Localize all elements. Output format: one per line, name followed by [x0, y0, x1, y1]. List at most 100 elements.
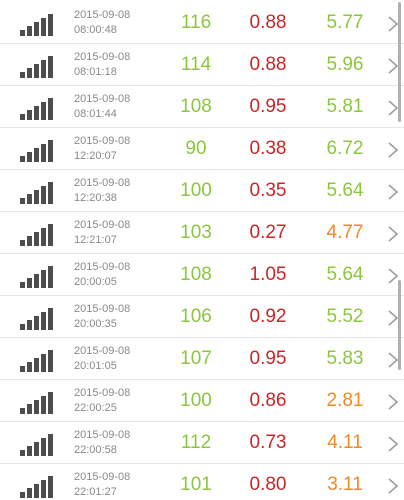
chevron-right-icon[interactable] [384, 98, 402, 118]
record-date: 2015-09-08 [74, 429, 131, 441]
signal-bar [34, 358, 39, 372]
signal-bar [27, 110, 32, 120]
value-secondary: 0.95 [249, 348, 287, 369]
value-secondary: 0.73 [249, 432, 287, 453]
value-tertiary: 5.52 [326, 306, 364, 327]
value-primary: 107 [180, 348, 212, 369]
signal-bars-icon [20, 98, 54, 120]
scrollbar-thumb[interactable] [398, 280, 401, 370]
record-time: 20:00:35 [74, 318, 117, 330]
signal-bar [34, 274, 39, 288]
signal-bar [20, 30, 25, 36]
record-time: 08:01:44 [74, 108, 117, 120]
value-tertiary: 2.81 [326, 390, 364, 411]
signal-bar [48, 434, 53, 456]
signal-bar [27, 320, 32, 330]
signal-bar [48, 98, 53, 120]
list-item[interactable]: 2015-09-08 08:01:18 114 0.88 5.96 [0, 44, 404, 86]
value-tertiary: 4.11 [327, 432, 363, 453]
signal-bars-icon [20, 350, 54, 372]
value-primary: 100 [180, 390, 212, 411]
scrollbar-thumb[interactable] [398, 2, 401, 122]
value-tertiary: 5.64 [326, 180, 364, 201]
value-secondary: 0.38 [249, 138, 287, 159]
signal-bar [20, 282, 25, 288]
value-tertiary: 6.72 [326, 138, 364, 159]
value-tertiary: 5.64 [326, 264, 364, 285]
list-item[interactable]: 2015-09-08 22:00:58 112 0.73 4.11 [0, 422, 404, 464]
record-date: 2015-09-08 [74, 219, 131, 231]
list-item[interactable]: 2015-09-08 12:20:38 100 0.35 5.64 [0, 170, 404, 212]
list-item[interactable]: 2015-09-08 22:01:27 101 0.80 3.11 [0, 464, 404, 500]
value-primary: 106 [180, 306, 212, 327]
signal-bar [20, 450, 25, 456]
signal-bar [27, 278, 32, 288]
record-date: 2015-09-08 [74, 261, 131, 273]
chevron-right-icon[interactable] [384, 14, 402, 34]
list-item[interactable]: 2015-09-08 20:01:05 107 0.95 5.83 [0, 338, 404, 380]
signal-bar [34, 484, 39, 498]
chevron-right-icon[interactable] [384, 350, 402, 370]
signal-bar [48, 14, 53, 36]
signal-bar [34, 148, 39, 162]
signal-bar [48, 182, 53, 204]
value-primary: 108 [180, 264, 212, 285]
record-date: 2015-09-08 [74, 303, 131, 315]
value-primary: 114 [180, 54, 212, 75]
signal-bar [41, 438, 46, 456]
signal-bar [41, 102, 46, 120]
signal-bars-icon [20, 392, 54, 414]
list-item[interactable]: 2015-09-08 08:00:48 116 0.88 5.77 [0, 2, 404, 44]
value-secondary: 0.35 [249, 180, 287, 201]
value-secondary: 0.88 [249, 54, 287, 75]
chevron-right-icon[interactable] [384, 266, 402, 286]
signal-bars-icon [20, 14, 54, 36]
signal-bar [48, 224, 53, 246]
signal-bar [20, 408, 25, 414]
list-item[interactable]: 2015-09-08 12:20:07 90 0.38 6.72 [0, 128, 404, 170]
signal-bar [27, 26, 32, 36]
signal-bar [41, 60, 46, 78]
list-item[interactable]: 2015-09-08 22:00:25 100 0.86 2.81 [0, 380, 404, 422]
chevron-right-icon[interactable] [384, 392, 402, 412]
value-secondary: 0.88 [249, 12, 287, 33]
chevron-right-icon[interactable] [384, 182, 402, 202]
signal-bar [27, 404, 32, 414]
signal-bar [34, 106, 39, 120]
signal-bar [20, 240, 25, 246]
signal-bar [20, 156, 25, 162]
value-primary: 103 [180, 222, 212, 243]
signal-bar [34, 190, 39, 204]
chevron-right-icon[interactable] [384, 140, 402, 160]
chevron-right-icon[interactable] [384, 476, 402, 496]
chevron-right-icon[interactable] [384, 56, 402, 76]
record-date: 2015-09-08 [74, 93, 131, 105]
record-time: 20:01:05 [74, 360, 117, 372]
list-item[interactable]: 2015-09-08 20:00:35 106 0.92 5.52 [0, 296, 404, 338]
chevron-right-icon[interactable] [384, 308, 402, 328]
record-time: 12:20:07 [74, 150, 117, 162]
record-time: 08:00:48 [74, 24, 117, 36]
value-secondary: 0.95 [249, 96, 287, 117]
chevron-right-icon[interactable] [384, 434, 402, 454]
value-tertiary: 5.81 [326, 96, 364, 117]
chevron-right-icon[interactable] [384, 224, 402, 244]
signal-bars-icon [20, 434, 54, 456]
signal-bar [48, 392, 53, 414]
signal-bars-icon [20, 224, 54, 246]
signal-bar [48, 56, 53, 78]
signal-bar [27, 488, 32, 498]
value-primary: 112 [180, 432, 212, 453]
signal-bar [41, 312, 46, 330]
signal-bar [48, 140, 53, 162]
value-primary: 90 [185, 138, 207, 159]
list-item[interactable]: 2015-09-08 12:21:07 103 0.27 4.77 [0, 212, 404, 254]
record-time: 08:01:18 [74, 66, 117, 78]
record-date: 2015-09-08 [74, 9, 131, 21]
list-item[interactable]: 2015-09-08 08:01:44 108 0.95 5.81 [0, 86, 404, 128]
list-item[interactable]: 2015-09-08 20:00:05 108 1.05 5.64 [0, 254, 404, 296]
signal-bar [41, 480, 46, 498]
signal-bars-icon [20, 266, 54, 288]
signal-bar [20, 198, 25, 204]
